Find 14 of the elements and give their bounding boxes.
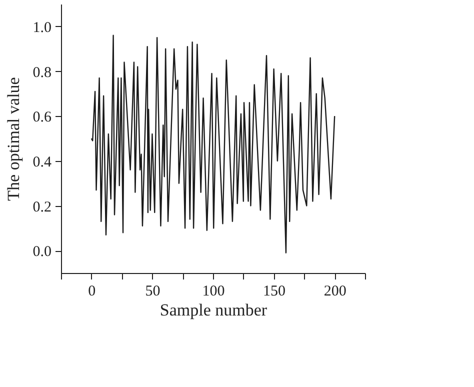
y-tick-label: 0.2 <box>32 199 52 216</box>
line-series <box>90 34 336 254</box>
x-tick-label: 0 <box>88 284 96 300</box>
y-tick-label: 1.0 <box>32 20 52 36</box>
x-tick-label: 200 <box>324 284 346 300</box>
y-tick-label: 0.8 <box>32 64 52 81</box>
x-tick-label: 150 <box>263 284 286 300</box>
x-tick-label: 50 <box>145 284 160 300</box>
y-tick-label: 0.0 <box>32 244 52 260</box>
x-axis-title: Sample number <box>160 300 268 320</box>
y-axis-title: The optimal value <box>4 77 23 201</box>
y-tick-label: 0.6 <box>32 110 52 126</box>
y-tick-label: 0.4 <box>32 154 52 170</box>
x-tick-label: 100 <box>202 284 225 300</box>
